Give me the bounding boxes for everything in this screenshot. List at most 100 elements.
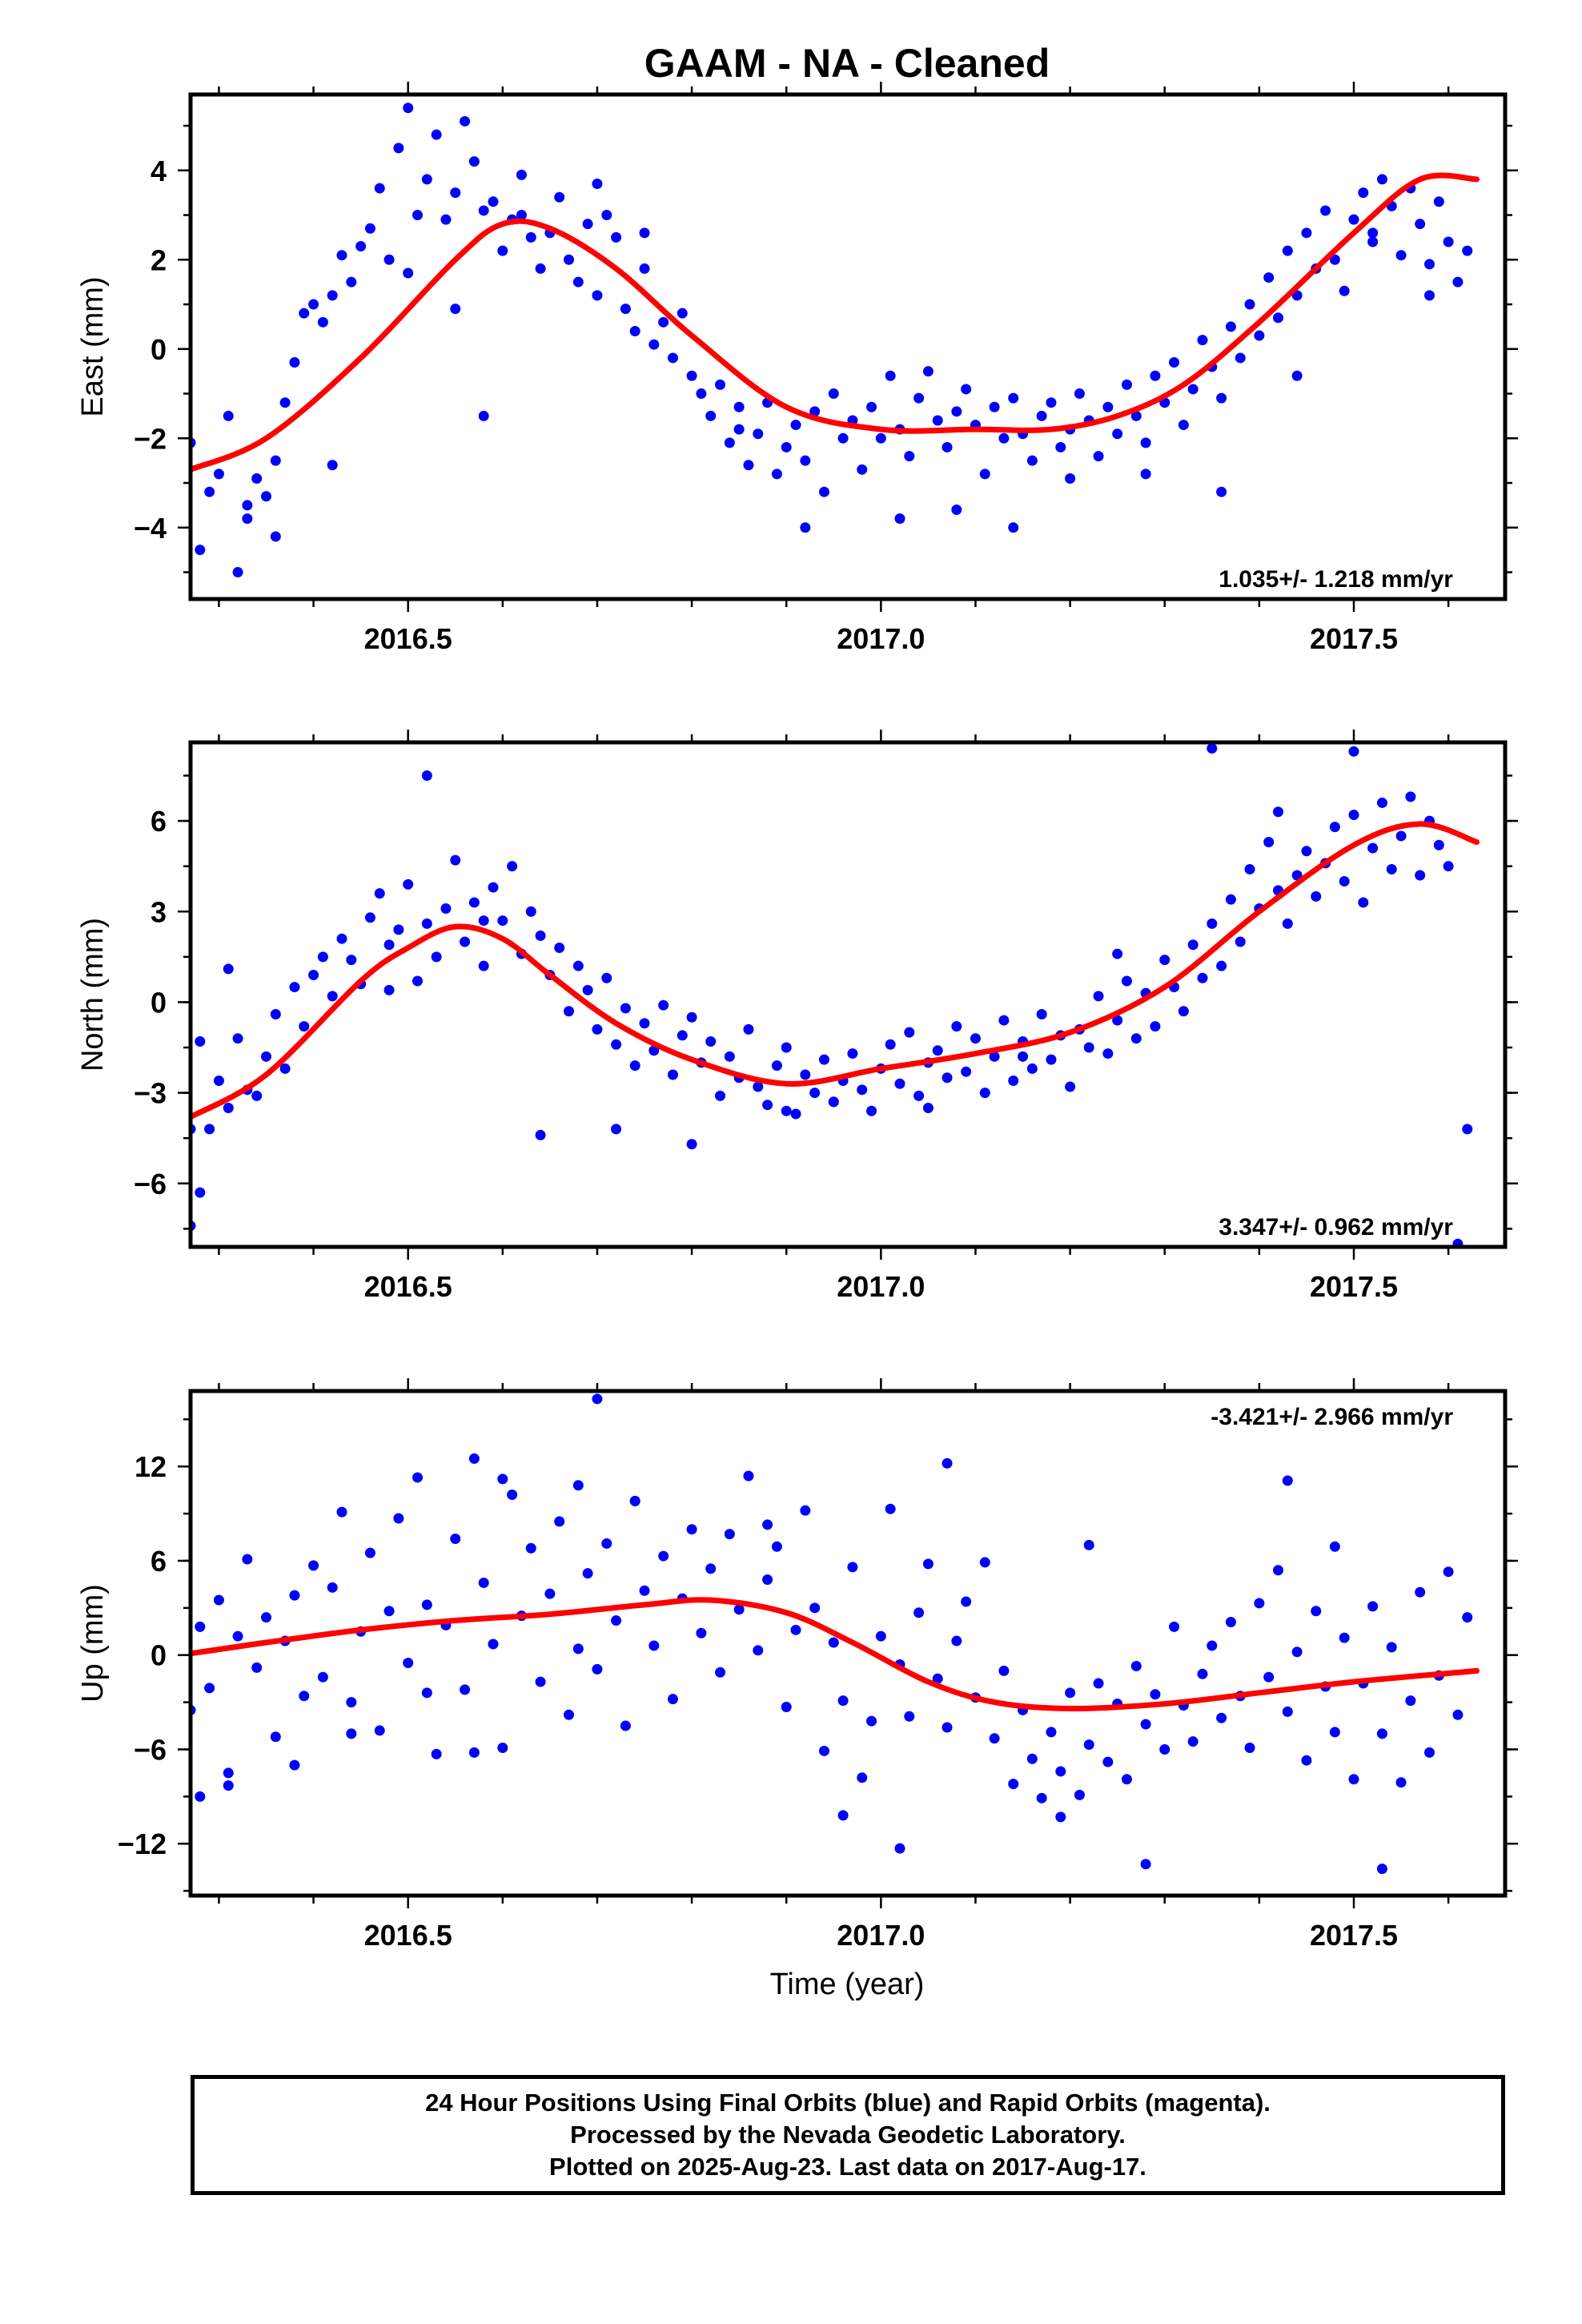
- east-data-point: [620, 304, 631, 315]
- east-data-point: [601, 210, 612, 221]
- east-data-point: [251, 472, 263, 484]
- up-data-point: [223, 1780, 234, 1791]
- up-data-point: [1367, 1601, 1379, 1612]
- up-data-point: [601, 1538, 612, 1549]
- east-data-point: [857, 464, 868, 475]
- east-data-point: [213, 468, 224, 480]
- north-data-point: [724, 1051, 735, 1062]
- north-data-point: [364, 912, 375, 923]
- east-data-point: [1433, 196, 1444, 207]
- up-data-point: [431, 1748, 442, 1759]
- east-data-point: [460, 115, 471, 127]
- up-data-point: [421, 1599, 432, 1610]
- east-data-point: [1036, 410, 1047, 421]
- up-points: [191, 1393, 1473, 1875]
- east-data-point: [1358, 187, 1369, 199]
- up-data-point: [922, 1558, 934, 1570]
- north-data-point: [686, 1139, 697, 1150]
- up-data-point: [478, 1577, 489, 1588]
- north-data-point: [1187, 939, 1199, 951]
- east-y-axis-label: East (mm): [76, 276, 110, 416]
- up-data-point: [639, 1585, 650, 1596]
- east-points: [191, 103, 1473, 578]
- east-data-point: [648, 339, 660, 350]
- north-data-point: [639, 1018, 650, 1029]
- up-data-point: [942, 1458, 953, 1469]
- east-data-point: [942, 441, 953, 452]
- north-data-point: [450, 854, 461, 866]
- up-data-point: [403, 1658, 414, 1669]
- up-data-point: [696, 1627, 707, 1638]
- east-data-point: [346, 276, 357, 287]
- up-data-point: [525, 1542, 536, 1554]
- north-data-point: [743, 1023, 754, 1035]
- north-data-point: [705, 1035, 717, 1047]
- east-data-point: [478, 410, 489, 421]
- north-data-point: [961, 1066, 972, 1077]
- north-data-point: [1225, 894, 1236, 905]
- north-data-point: [1348, 810, 1359, 821]
- up-data-point: [412, 1472, 424, 1483]
- up-data-point: [374, 1725, 385, 1736]
- north-data-point: [1130, 1033, 1142, 1044]
- up-data-point: [592, 1663, 603, 1675]
- east-data-point: [1225, 321, 1236, 332]
- up-data-point: [299, 1691, 310, 1702]
- east-data-point: [279, 397, 291, 408]
- east-data-point: [809, 406, 821, 417]
- up-data-point: [1376, 1728, 1387, 1739]
- north-data-point: [403, 879, 414, 890]
- up-data-point: [393, 1513, 404, 1524]
- north-data-point: [223, 963, 234, 975]
- east-data-point: [440, 214, 452, 225]
- north-data-point: [412, 975, 424, 987]
- up-data-point: [544, 1588, 556, 1599]
- up-data-point: [1187, 1736, 1199, 1747]
- east-data-point: [904, 451, 915, 462]
- north-data-point: [771, 1060, 782, 1072]
- north-data-point: [1244, 863, 1255, 875]
- north-data-point: [478, 915, 489, 927]
- north-data-point: [195, 1035, 206, 1047]
- north-data-point: [913, 1090, 925, 1101]
- east-data-point: [516, 169, 527, 180]
- east-data-point: [1376, 174, 1387, 185]
- east-data-point: [364, 223, 375, 234]
- panel-north: 2016.5 2017.0 2017.5 −6 −3 0 3 6 North (mm) 3.347…: [76, 730, 1518, 1303]
- east-data-point: [1415, 219, 1426, 230]
- up-data-point: [790, 1624, 801, 1635]
- footer-line-orbits: 24 Hour Positions Using Final Orbits (bl…: [425, 2089, 1271, 2117]
- north-data-point: [251, 1090, 263, 1101]
- east-data-point: [488, 196, 499, 207]
- up-data-point: [564, 1709, 575, 1720]
- up-data-point: [1140, 1859, 1151, 1870]
- east-data-point: [412, 210, 424, 221]
- north-data-point: [592, 1023, 603, 1035]
- north-data-point: [629, 1060, 640, 1072]
- east-data-point: [667, 352, 678, 364]
- up-data-point: [1329, 1727, 1340, 1738]
- east-data-point: [866, 401, 877, 412]
- up-data-point: [818, 1745, 829, 1756]
- east-data-point: [913, 392, 925, 404]
- east-data-point: [289, 357, 300, 368]
- north-y-tick-label: −3: [134, 1077, 167, 1110]
- up-data-point: [771, 1541, 782, 1552]
- north-data-point: [1112, 948, 1123, 959]
- up-data-point: [1130, 1660, 1142, 1671]
- up-data-point: [1311, 1606, 1322, 1617]
- north-data-point: [677, 1030, 688, 1041]
- north-data-point: [421, 770, 432, 781]
- east-data-point: [1102, 401, 1114, 412]
- east-data-point: [1443, 236, 1454, 247]
- north-data-point: [1433, 839, 1444, 850]
- east-data-point: [998, 432, 1010, 444]
- up-fit-line: [191, 1597, 1480, 1711]
- east-y-tick-label: −2: [134, 422, 167, 455]
- up-data-point: [261, 1612, 272, 1623]
- east-data-point: [232, 567, 243, 578]
- north-data-point: [1462, 1124, 1473, 1135]
- north-data-point: [1093, 991, 1104, 1002]
- north-data-point: [279, 1063, 291, 1074]
- up-data-point: [468, 1747, 480, 1758]
